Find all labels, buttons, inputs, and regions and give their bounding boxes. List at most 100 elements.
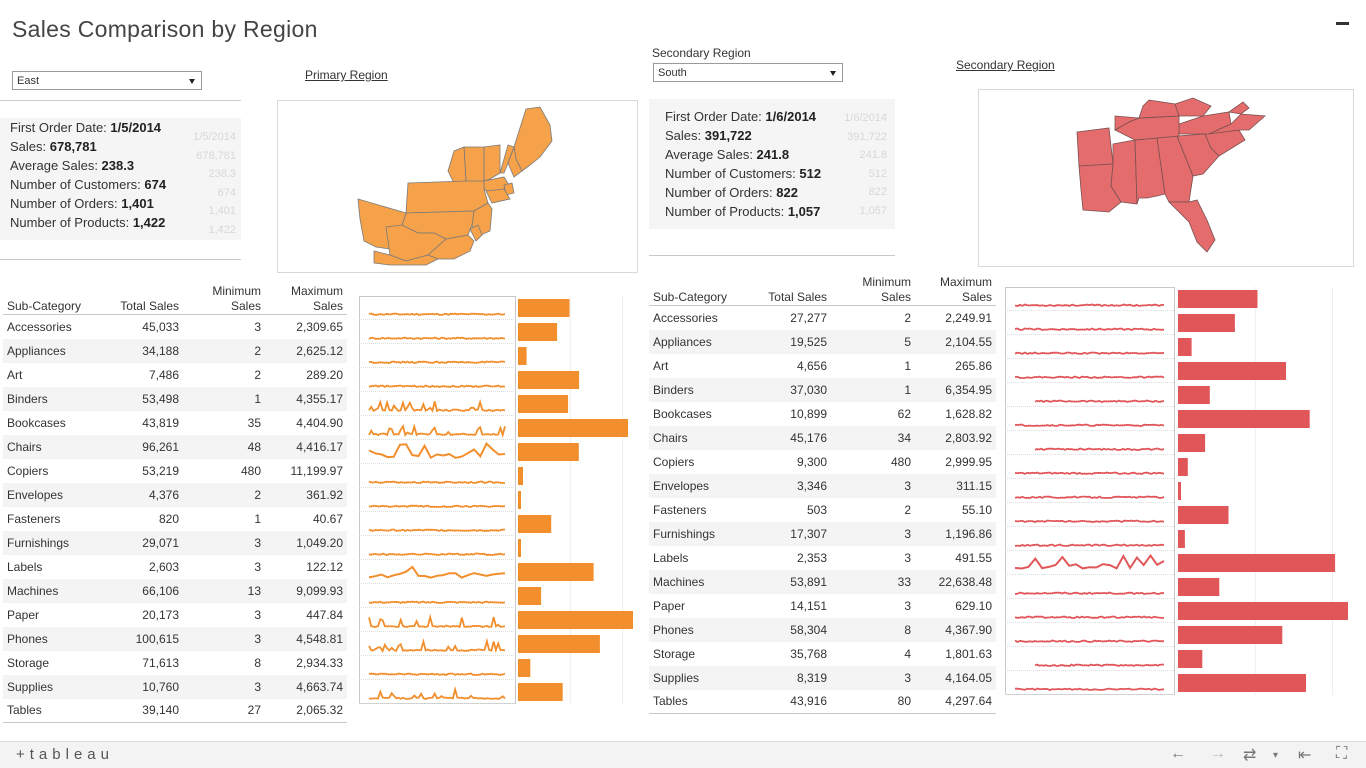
- minimize-icon[interactable]: [1336, 22, 1349, 25]
- subcategory-cell: Chairs: [649, 425, 751, 450]
- table-row[interactable]: Paper 14,151 3 629.10: [649, 594, 996, 618]
- table-row[interactable]: Fasteners 503 2 55.10: [649, 498, 996, 522]
- min-sales-cell: 8: [831, 617, 915, 642]
- table-row[interactable]: Chairs 96,261 48 4,416.17: [3, 434, 347, 459]
- total-sales-cell: 14,151: [790, 598, 827, 613]
- sales-bar: [518, 587, 542, 605]
- revert-all-icon[interactable]: ⇤: [1298, 747, 1312, 764]
- subcategory-cell: Furnishings: [649, 521, 751, 546]
- table-row[interactable]: Supplies 8,319 3 4,164.05: [649, 665, 996, 690]
- stat-value: 238.3: [101, 158, 135, 173]
- table-row[interactable]: Furnishings 29,071 3 1,049.20: [3, 530, 347, 555]
- subcategory-cell: Paper: [653, 598, 686, 613]
- table-row[interactable]: Chairs 45,176 34 2,803.92: [649, 425, 996, 450]
- table-row[interactable]: Bookcases 10,899 62 1,628.82: [649, 402, 996, 426]
- sales-bar: [1178, 434, 1206, 452]
- sparkline: [368, 637, 506, 654]
- max-sales-cell: 447.84: [306, 607, 343, 622]
- redo-icon[interactable]: →: [1210, 745, 1226, 762]
- subcategory-cell: Accessories: [7, 319, 72, 334]
- table-row[interactable]: Bookcases 43,819 35 4,404.90: [3, 411, 347, 435]
- table-row[interactable]: Phones 58,304 8 4,367.90: [649, 617, 996, 642]
- ghost-values: 1/5/2014 678,781 238.3 674 1,401 1,422: [186, 128, 236, 239]
- table-row[interactable]: Machines 66,106 13 9,099.93: [3, 578, 347, 603]
- min-sales-cell: 3: [831, 665, 915, 690]
- subcategory-cell: Labels: [7, 559, 43, 574]
- table-row[interactable]: Supplies 10,760 3 4,663.74: [3, 674, 347, 699]
- divider: [0, 100, 241, 101]
- table-row[interactable]: Appliances 19,525 5 2,104.55: [649, 329, 996, 354]
- max-sales-cell: 1,801.63: [945, 646, 992, 661]
- min-sales-cell: 1: [183, 386, 265, 411]
- total-sales-cell: 53,219: [142, 463, 179, 478]
- table-row[interactable]: Paper 20,173 3 447.84: [3, 603, 347, 627]
- table-row[interactable]: Fasteners 820 1 40.67: [3, 507, 347, 531]
- min-sales-cell: 48: [183, 434, 265, 459]
- table-row[interactable]: Accessories 27,277 2 2,249.91: [649, 306, 996, 330]
- total-sales-cell: 58,304: [751, 617, 831, 642]
- table-row[interactable]: Art 4,656 1 265.86: [649, 354, 996, 378]
- table-row[interactable]: Copiers 53,219 480 11,199.97: [3, 459, 347, 483]
- max-sales-cell: 361.92: [265, 482, 347, 507]
- table-row[interactable]: Copiers 9,300 480 2,999.95: [649, 450, 996, 474]
- table-row[interactable]: Envelopes 3,346 3 311.15: [649, 473, 996, 498]
- table-row[interactable]: Machines 53,891 33 22,638.48: [649, 569, 996, 594]
- sales-bar: [518, 659, 531, 677]
- primary-region-dropdown[interactable]: East: [12, 71, 202, 90]
- sales-bar: [518, 299, 570, 317]
- secondary-region-map[interactable]: [978, 89, 1354, 267]
- table-row[interactable]: Binders 53,498 1 4,355.17: [3, 386, 347, 411]
- table-row[interactable]: Labels 2,603 3 122.12: [3, 555, 347, 579]
- table-row[interactable]: Furnishings 17,307 3 1,196.86: [649, 521, 996, 546]
- sparkline: [368, 565, 506, 579]
- table-row[interactable]: Storage 35,768 4 1,801.63: [649, 642, 996, 666]
- secondary-region-link[interactable]: Secondary Region: [956, 58, 1055, 72]
- max-sales-cell: 491.55: [955, 550, 992, 565]
- stat-label: Number of Customers:: [10, 177, 145, 192]
- table-row[interactable]: Tables 39,140 27 2,065.32: [3, 699, 347, 723]
- min-sales-cell: 3: [254, 559, 261, 574]
- ghost-value: 678,781: [196, 149, 236, 162]
- min-sales-cell: 1: [904, 358, 911, 373]
- undo-icon[interactable]: ←: [1170, 745, 1186, 762]
- subcategory-cell: Supplies: [649, 665, 751, 690]
- sparkline: [1014, 327, 1165, 331]
- subcategory-cell: Tables: [7, 703, 42, 718]
- subcategory-cell: Art: [653, 358, 669, 373]
- min-sales-cell: 3: [831, 473, 915, 498]
- table-row[interactable]: Appliances 34,188 2 2,625.12: [3, 338, 347, 363]
- subcategory-cell: Appliances: [649, 329, 751, 354]
- table-row[interactable]: Storage 71,613 8 2,934.33: [3, 651, 347, 675]
- revert-icon[interactable]: ⇄: [1243, 747, 1257, 764]
- table-row[interactable]: Envelopes 4,376 2 361.92: [3, 482, 347, 507]
- tableau-logo[interactable]: +tableau: [16, 746, 114, 763]
- total-sales-cell: 45,033: [142, 319, 179, 334]
- table-row[interactable]: Art 7,486 2 289.20: [3, 363, 347, 387]
- max-sales-cell: 4,548.81: [265, 626, 347, 651]
- secondary-region-dropdown[interactable]: South: [653, 63, 843, 82]
- table-row[interactable]: Accessories 45,033 3 2,309.65: [3, 315, 347, 339]
- stat-row: Number of Customers: 674: [10, 175, 241, 194]
- sales-bar: [518, 419, 628, 437]
- sparkline-frame: [359, 296, 516, 704]
- primary-region-link[interactable]: Primary Region: [305, 68, 388, 82]
- ghost-value: 241.8: [859, 149, 887, 161]
- min-sales-cell: 2: [904, 310, 911, 325]
- table-row[interactable]: Phones 100,615 3 4,548.81: [3, 626, 347, 651]
- table-row[interactable]: Tables 43,916 80 4,297.64: [649, 690, 996, 714]
- total-sales-cell: 96,261: [103, 434, 183, 459]
- revert-dropdown-icon[interactable]: ▾: [1273, 750, 1279, 761]
- divider: [0, 259, 241, 260]
- sales-bar: [518, 539, 521, 557]
- table-row[interactable]: Labels 2,353 3 491.55: [649, 546, 996, 570]
- stat-value: 1/5/2014: [110, 120, 162, 135]
- max-sales-cell: 265.86: [955, 358, 992, 373]
- sparkline: [368, 399, 506, 413]
- primary-region-map[interactable]: [277, 100, 638, 273]
- table-row[interactable]: Binders 37,030 1 6,354.95: [649, 377, 996, 402]
- stat-row: Average Sales: 241.8: [665, 145, 895, 164]
- sparkline: [368, 480, 506, 484]
- col-min-sales: Minimum Sales: [862, 275, 911, 304]
- max-sales-cell: 2,309.65: [296, 319, 343, 334]
- fullscreen-icon[interactable]: ⛶: [1336, 745, 1348, 762]
